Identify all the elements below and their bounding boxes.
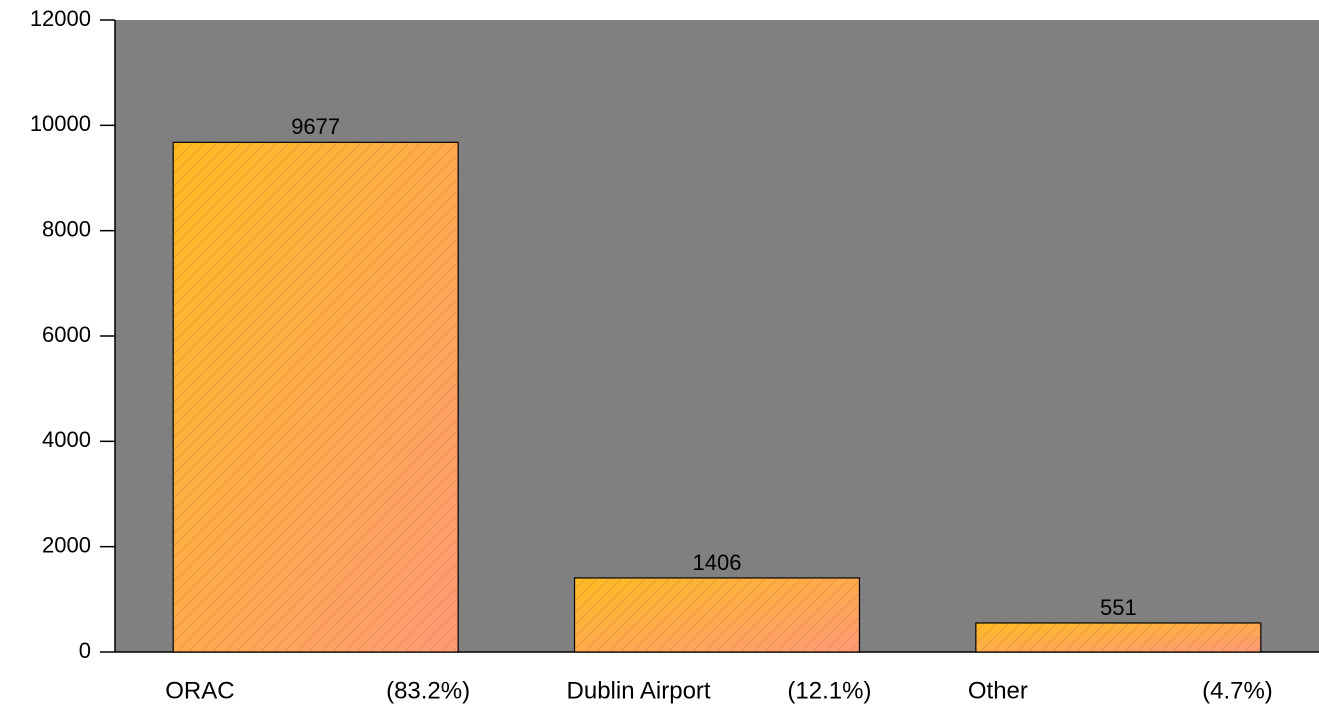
value-label: 9677 [291, 114, 340, 139]
y-tick-label: 12000 [30, 6, 91, 31]
y-tick-label: 4000 [42, 427, 91, 452]
bar-hatch [173, 142, 459, 652]
value-label: 1406 [693, 550, 742, 575]
x-tick-label: ORAC [165, 677, 234, 704]
y-tick-label: 10000 [30, 111, 91, 136]
value-label: 551 [1100, 595, 1137, 620]
bar-hatch [574, 577, 860, 652]
x-tick-note: (83.2%) [386, 677, 470, 704]
x-tick-note: (4.7%) [1202, 677, 1273, 704]
y-tick-label: 6000 [42, 322, 91, 347]
x-tick-label: Other [968, 677, 1028, 704]
x-tick-note: (12.1%) [787, 677, 871, 704]
y-tick-label: 0 [79, 638, 91, 663]
y-tick-label: 8000 [42, 216, 91, 241]
y-tick-label: 2000 [42, 532, 91, 557]
bar-hatch [975, 622, 1261, 652]
x-tick-label: Dublin Airport [567, 677, 711, 704]
